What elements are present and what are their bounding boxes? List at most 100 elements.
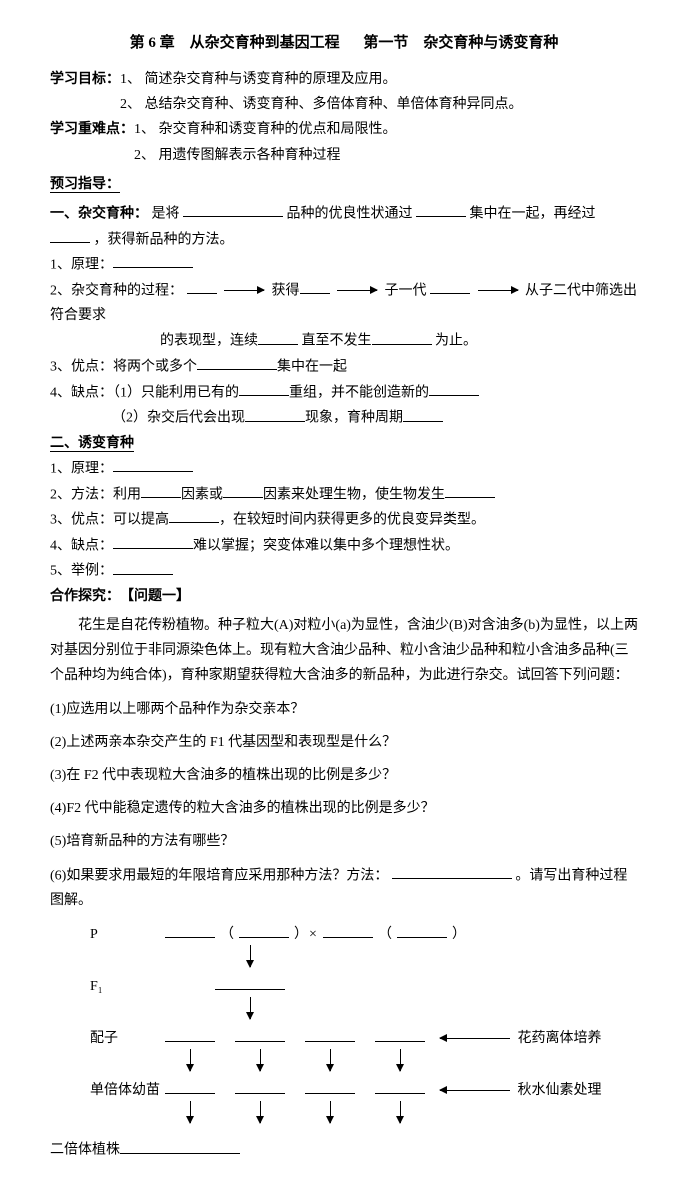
coop-label: 合作探究：: [50, 589, 113, 604]
breeding-diagram: P （ ） × （ ） F₁ 配子 花药离体培养 单倍体幼苗: [90, 921, 638, 1129]
s2-p1: 1、原理：: [50, 461, 113, 476]
chapter-title: 第 6 章 从杂交育种到基因工程: [130, 30, 340, 57]
blank: [429, 380, 479, 396]
blank: [235, 1077, 285, 1093]
blank: [113, 456, 193, 472]
blank: [113, 252, 193, 268]
s2-p2b: 因素或: [181, 487, 223, 502]
goals-label: 学习目标：: [50, 67, 120, 117]
focus-item-1: 1、 杂交育种和诱变育种的优点和局限性。: [134, 117, 397, 142]
blank: [169, 507, 219, 523]
arrow-down-icon: [190, 1049, 191, 1071]
s2-p2a: 2、方法：利用: [50, 487, 141, 502]
diag-P: P: [90, 922, 160, 947]
q5: (5)培育新品种的方法有哪些？: [50, 829, 638, 854]
lparen: （: [220, 922, 234, 947]
blank: [300, 278, 330, 294]
blank: [113, 533, 193, 549]
arrow-down-icon: [250, 945, 251, 967]
s1-p4d: 现象，育种周期: [305, 411, 403, 426]
arrow-down-icon: [260, 1101, 261, 1123]
s1-p1: 1、原理：: [50, 257, 113, 272]
s1-l1c: 集中在一起，再经过: [470, 206, 596, 221]
arrow-down-icon: [250, 997, 251, 1019]
blank: [183, 201, 283, 217]
arrow-down-icon: [330, 1101, 331, 1123]
blank: [375, 1025, 425, 1041]
s2-head: 二、诱变育种: [50, 436, 134, 452]
blank: [430, 278, 470, 294]
blank: [372, 328, 432, 344]
s1-p2a: 2、杂交育种的过程：: [50, 283, 183, 298]
blank: [416, 201, 466, 217]
blank: [397, 921, 447, 937]
arrow-right-icon: [337, 290, 377, 291]
s1-p4b: 重组，并不能创造新的: [289, 385, 429, 400]
arrow-left-icon: [440, 1038, 510, 1039]
prep-heading: 预习指导：: [50, 177, 120, 193]
arrow-down-icon: [190, 1101, 191, 1123]
diag-gamete: 配子: [90, 1026, 160, 1051]
blank: [165, 1077, 215, 1093]
blank: [235, 1025, 285, 1041]
s1-p2e: 的表现型，连续: [160, 334, 258, 349]
s2-p3b: ，在较短时间内获得更多的优良变异类型。: [219, 512, 485, 527]
q1: (1)应选用以上哪两个品种作为杂交亲本？: [50, 697, 638, 722]
goal-item-1: 1、 简述杂交育种与诱变育种的原理及应用。: [120, 67, 523, 92]
s1-p4c: （2）杂交后代会出现: [112, 411, 245, 426]
s1-p3a: 3、优点：将两个或多个: [50, 359, 197, 374]
s2-p5: 5、举例：: [50, 564, 113, 579]
rparen: ）: [452, 922, 466, 947]
s1-head: 一、杂交育种：: [50, 206, 148, 221]
blank: [50, 227, 90, 243]
focus-item-2: 2、 用遗传图解表示各种育种过程: [134, 143, 397, 168]
diag-haploid: 单倍体幼苗: [90, 1078, 160, 1103]
section-title: 第一节 杂交育种与诱变育种: [363, 35, 558, 51]
blank: [223, 482, 263, 498]
arrow-right-icon: [478, 290, 518, 291]
diag-diploid: 二倍体植株: [50, 1143, 120, 1158]
s1-l1b: 品种的优良性状通过: [287, 206, 413, 221]
diag-note2: 秋水仙素处理: [518, 1083, 602, 1098]
cross-icon: ×: [308, 922, 318, 947]
s2-p4a: 4、缺点：: [50, 538, 113, 553]
arrow-left-icon: [440, 1090, 510, 1091]
blank: [403, 405, 443, 421]
goal-item-2: 2、 总结杂交育种、诱变育种、多倍体育种、单倍体育种异同点。: [120, 92, 523, 117]
coop-q1: 【问题一】: [127, 589, 190, 604]
context-para: 花生是自花传粉植物。种子粒大(A)对粒小(a)为显性，含油少(B)对含油多(b)…: [50, 613, 638, 689]
s1-p2b: 获得: [272, 283, 300, 298]
blank: [239, 380, 289, 396]
s1-p2c: 子一代: [385, 283, 427, 298]
q3: (3)在 F2 代中表现粒大含油多的植株出现的比例是多少？: [50, 763, 638, 788]
blank: [120, 1137, 240, 1153]
blank: [239, 921, 289, 937]
diag-F1: F₁: [90, 974, 160, 999]
blank: [141, 482, 181, 498]
blank: [305, 1077, 355, 1093]
arrow-down-icon: [260, 1049, 261, 1071]
blank: [392, 863, 512, 879]
s1-l1d: ，获得新品种的方法。: [94, 232, 234, 247]
s1-p2f: 直至不发生: [302, 334, 372, 349]
s2-p2c: 因素来处理生物，使生物发生: [263, 487, 445, 502]
blank: [165, 921, 215, 937]
blank: [197, 354, 277, 370]
blank: [258, 328, 298, 344]
s1-l1a: 是将: [152, 206, 180, 221]
arrow-down-icon: [400, 1101, 401, 1123]
blank: [187, 278, 217, 294]
blank: [323, 921, 373, 937]
q4: (4)F2 代中能稳定遗传的粒大含油多的植株出现的比例是多少？: [50, 796, 638, 821]
blank: [375, 1077, 425, 1093]
arrow-right-icon: [224, 290, 264, 291]
q2: (2)上述两亲本杂交产生的 F1 代基因型和表现型是什么？: [50, 730, 638, 755]
arrow-down-icon: [330, 1049, 331, 1071]
blank: [245, 405, 305, 421]
s2-p4b: 难以掌握；突变体难以集中多个理想性状。: [193, 538, 459, 553]
s1-p4a: 4、缺点：（1）只能利用已有的: [50, 385, 239, 400]
blank: [215, 973, 285, 989]
s2-p3a: 3、优点：可以提高: [50, 512, 169, 527]
s1-p3b: 集中在一起: [277, 359, 347, 374]
s1-p2g: 为止。: [435, 334, 477, 349]
